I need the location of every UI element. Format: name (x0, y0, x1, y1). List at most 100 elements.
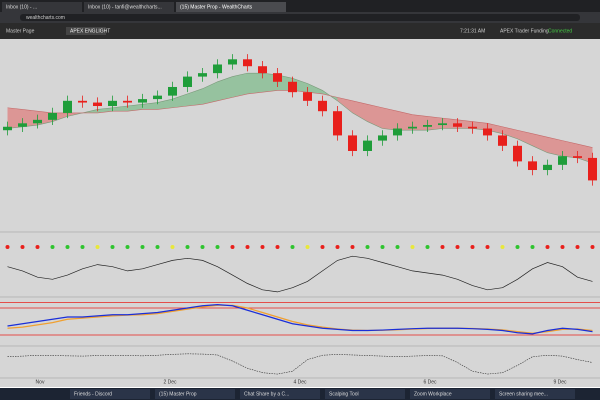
cloud (307, 83, 323, 94)
signal-dot (80, 245, 85, 249)
ma-fast (7, 72, 593, 164)
signal-dot (500, 245, 505, 249)
tab-title: (15) Master Prop - WealthCharts (180, 4, 253, 10)
candle-body (558, 156, 567, 165)
signal-dot (155, 245, 160, 249)
signal-dot (215, 245, 220, 249)
cloud (547, 137, 563, 157)
candle-body (63, 100, 72, 113)
signal-dot (245, 245, 250, 249)
signal-dot (20, 245, 25, 249)
chart-area (0, 39, 600, 387)
candle-body (573, 156, 582, 158)
connection: Connected (548, 28, 572, 34)
signal-dot (110, 245, 115, 249)
oscillator (7, 255, 593, 293)
candle-body (528, 161, 537, 171)
candle-body (318, 100, 327, 112)
cloud (97, 107, 113, 113)
signal-dot (560, 245, 565, 249)
candle-body (108, 100, 117, 107)
tab[interactable] (84, 2, 174, 12)
signal-dot (5, 245, 10, 249)
macd-line (7, 304, 593, 335)
cloud (562, 140, 578, 158)
candle-body (378, 135, 387, 141)
candle-body (228, 59, 237, 65)
url-field[interactable] (20, 14, 580, 21)
cloud (517, 130, 533, 146)
taskbar-button[interactable] (240, 389, 320, 399)
cloud (157, 99, 173, 110)
toolbar-item[interactable]: Master Page (6, 28, 35, 34)
candle-body (423, 125, 432, 127)
candle-body (18, 123, 27, 127)
candle-body (258, 66, 267, 74)
signal-dot (95, 245, 100, 249)
signal-dot (380, 245, 385, 249)
cloud (397, 111, 413, 131)
signal-dot (320, 245, 325, 249)
account: APEX Trader Funding (500, 28, 549, 34)
taskbar-button[interactable] (495, 389, 575, 399)
signal-dot (365, 245, 370, 249)
signal-dot (455, 245, 460, 249)
candle-body (468, 126, 477, 129)
candle-body (303, 92, 312, 101)
taskbar-label: Scalping Tool (329, 391, 359, 397)
tab[interactable] (176, 2, 286, 12)
signal-dot (290, 245, 295, 249)
candle-body (393, 128, 402, 136)
ma-slow (7, 90, 593, 148)
tab[interactable] (2, 2, 82, 12)
candle-body (123, 100, 132, 103)
toolbar-item[interactable]: APEX ENGLIGHT (70, 28, 110, 34)
taskbar-button[interactable] (155, 389, 235, 399)
cloud (367, 104, 383, 129)
candle-body (3, 126, 12, 131)
cloud (202, 81, 218, 105)
signal-dot (230, 245, 235, 249)
signal-dot (335, 245, 340, 249)
candle-body (273, 73, 282, 82)
signal-dot (50, 245, 55, 249)
signal-dot (410, 245, 415, 249)
cloud (502, 126, 518, 139)
candle-body (333, 111, 342, 136)
cloud (382, 107, 398, 131)
taskbar-button[interactable] (325, 389, 405, 399)
candle-body (138, 99, 147, 103)
x-tick-label: 4 Dec (293, 379, 307, 385)
signal-dot (125, 245, 130, 249)
candle-body (438, 123, 447, 126)
candle-body (498, 135, 507, 146)
signal-dot (65, 245, 70, 249)
x-tick-label: 6 Dec (423, 379, 437, 385)
signal-dot (590, 245, 595, 249)
signal-dot (260, 245, 265, 249)
candle-body (408, 126, 417, 129)
candle-body (93, 102, 102, 107)
signal-dot (170, 245, 175, 249)
tab-title: Inbox (10) - ... (6, 4, 37, 10)
x-tick-label: Nov (36, 379, 45, 385)
cloud (187, 88, 203, 107)
signal-dot (530, 245, 535, 249)
taskbar-button[interactable] (410, 389, 490, 399)
toolbar-button[interactable] (66, 27, 106, 35)
cloud (217, 76, 233, 101)
stochastic (7, 353, 593, 375)
taskbar-button[interactable] (70, 389, 150, 399)
x-tick-label: 2 Dec (163, 379, 177, 385)
cloud (172, 93, 188, 108)
cloud (232, 73, 248, 98)
candle-body (348, 135, 357, 151)
candle-body (198, 73, 207, 77)
candle-body (183, 76, 192, 87)
signal-dot (35, 245, 40, 249)
candle-body (513, 145, 522, 162)
signal-dot (485, 245, 490, 249)
candle-body (588, 157, 597, 181)
clock: 7:21:31 AM (460, 28, 485, 34)
